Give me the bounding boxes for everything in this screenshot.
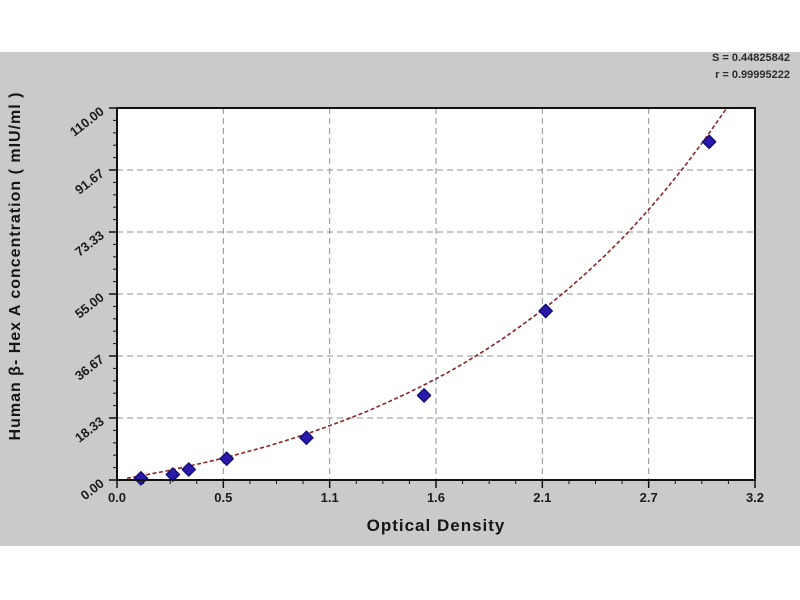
x-tick-label: 1.6 bbox=[427, 490, 445, 505]
x-tick-label: 1.1 bbox=[321, 490, 339, 505]
fit-standard-error-label: S = 0.44825842 bbox=[712, 52, 790, 64]
data-point-marker bbox=[299, 430, 314, 445]
data-point-marker bbox=[538, 303, 553, 319]
x-tick-label: 0.5 bbox=[214, 490, 232, 505]
y-axis-title: Human β- Hex A concentration ( mIU/ml ) bbox=[7, 91, 24, 441]
data-point-marker bbox=[416, 388, 432, 403]
x-axis-title: Optical Density bbox=[366, 516, 506, 535]
x-tick-label: 2.1 bbox=[533, 490, 551, 505]
data-point-marker bbox=[181, 462, 197, 477]
y-tick-label: 91.67 bbox=[72, 166, 107, 198]
y-tick-label: 0.00 bbox=[78, 476, 107, 503]
data-point-marker bbox=[133, 471, 149, 486]
y-tick-label: 73.33 bbox=[72, 228, 107, 260]
y-tick-label: 110.00 bbox=[67, 104, 107, 140]
x-tick-label: 3.2 bbox=[746, 490, 764, 505]
fit-statistics: S = 0.44825842 r = 0.99995222 bbox=[712, 50, 790, 84]
y-tick-label: 18.33 bbox=[72, 414, 107, 446]
data-point-marker bbox=[219, 451, 234, 466]
data-point-marker bbox=[165, 467, 181, 482]
fit-correlation-label: r = 0.99995222 bbox=[715, 69, 790, 81]
x-tick-label: 2.7 bbox=[640, 490, 658, 505]
data-point-marker bbox=[701, 134, 717, 150]
y-tick-label: 55.00 bbox=[72, 290, 107, 322]
x-tick-label: 0.0 bbox=[108, 490, 126, 505]
y-tick-label: 36.67 bbox=[72, 352, 107, 384]
